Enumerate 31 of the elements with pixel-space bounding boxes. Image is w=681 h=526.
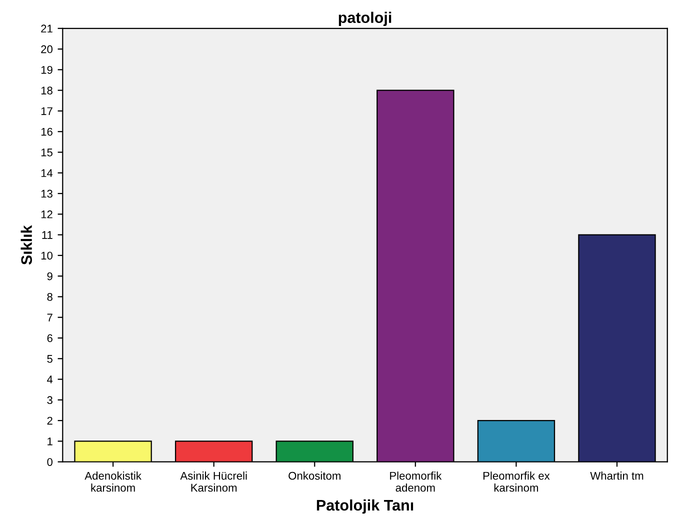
y-tick-label: 8 [47, 292, 52, 301]
y-tick-label: 9 [47, 272, 52, 280]
y-tick-label: 7 [47, 314, 52, 322]
y-axis-title: Sıklık [20, 225, 32, 265]
y-tick-label: 0 [47, 458, 52, 466]
y-tick-label: 19 [41, 66, 52, 74]
y-tick-label: 5 [47, 355, 52, 363]
y-tick-label: 18 [41, 86, 52, 94]
y-tick-label: 16 [41, 128, 52, 136]
y-tick-label: 4 [47, 376, 53, 384]
y-tick-label: 21 [41, 24, 52, 32]
chart-title: patoloji [338, 12, 392, 26]
y-tick-label: 13 [41, 190, 52, 198]
y-tick-label: 10 [41, 252, 52, 260]
x-tick-label: Pleomorfik adenom [390, 472, 442, 492]
y-tick-label: 11 [42, 231, 52, 239]
y-tick-label: 1 [48, 438, 52, 446]
y-tick-label: 2 [47, 416, 52, 425]
y-tick-label: 3 [47, 396, 52, 404]
x-tick-label: Asinik Hücreli Karsinom [180, 472, 247, 492]
y-tick-label: 12 [41, 210, 52, 218]
y-tick-label: 15 [41, 148, 52, 156]
x-tick-label: Pleomorfik ex karsinom [483, 472, 550, 492]
x-tick-label: Adenokistik karsinom [84, 472, 142, 492]
y-tick-label: 14 [41, 169, 53, 177]
y-tick-label: 6 [47, 334, 52, 342]
y-tick-label: 20 [41, 45, 52, 54]
y-tick-label: 17 [41, 107, 52, 115]
x-tick-label: Onkositom [288, 472, 340, 480]
x-tick-label: Whartin tm [590, 472, 644, 480]
x-axis-title: Patolojik Tanı [316, 499, 414, 514]
